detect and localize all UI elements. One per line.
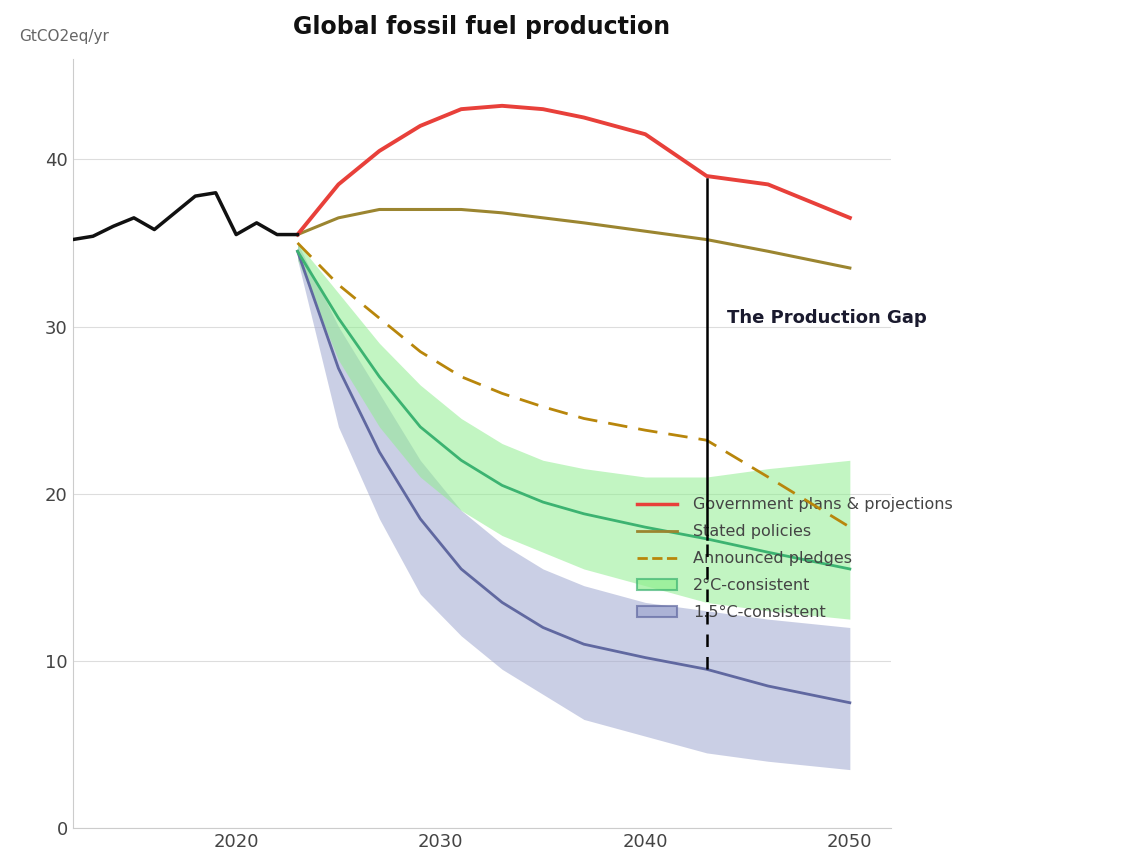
Text: The Production Gap: The Production Gap (727, 309, 927, 327)
Legend: Government plans & projections, Stated policies, Announced pledges, 2°C-consiste: Government plans & projections, Stated p… (637, 497, 952, 620)
Title: Global fossil fuel production: Global fossil fuel production (293, 15, 670, 39)
Text: GtCO2eq/yr: GtCO2eq/yr (19, 29, 110, 43)
